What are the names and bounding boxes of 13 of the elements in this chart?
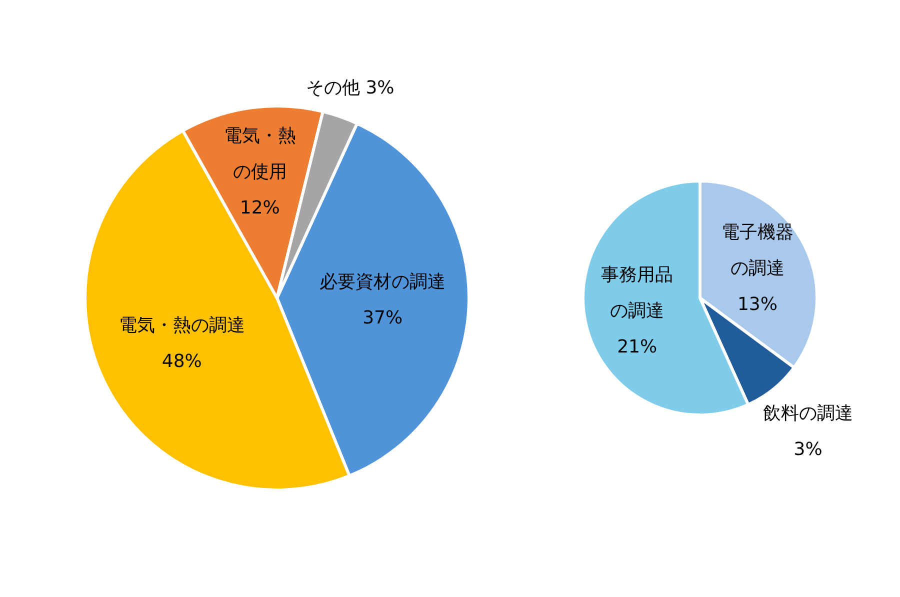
data-label: 48%: [162, 350, 202, 372]
slice-label: 必要資材の調達: [320, 271, 446, 292]
slice-label: 飲料の調達: [763, 402, 854, 424]
data-label: 37%: [362, 307, 403, 328]
data-label: 12%: [240, 197, 280, 218]
data-label: 3%: [794, 438, 822, 460]
data-label: 21%: [617, 336, 658, 358]
data-label: 13%: [737, 294, 778, 316]
slice-label: 電気・熱の調達: [118, 314, 245, 336]
slice-label: 電子機器の調達: [721, 222, 794, 280]
slice-label: 電気・熱の使用: [224, 125, 296, 182]
slice-label: その他 3%: [306, 77, 394, 98]
slice-label: 事務用品の調達: [601, 264, 674, 322]
